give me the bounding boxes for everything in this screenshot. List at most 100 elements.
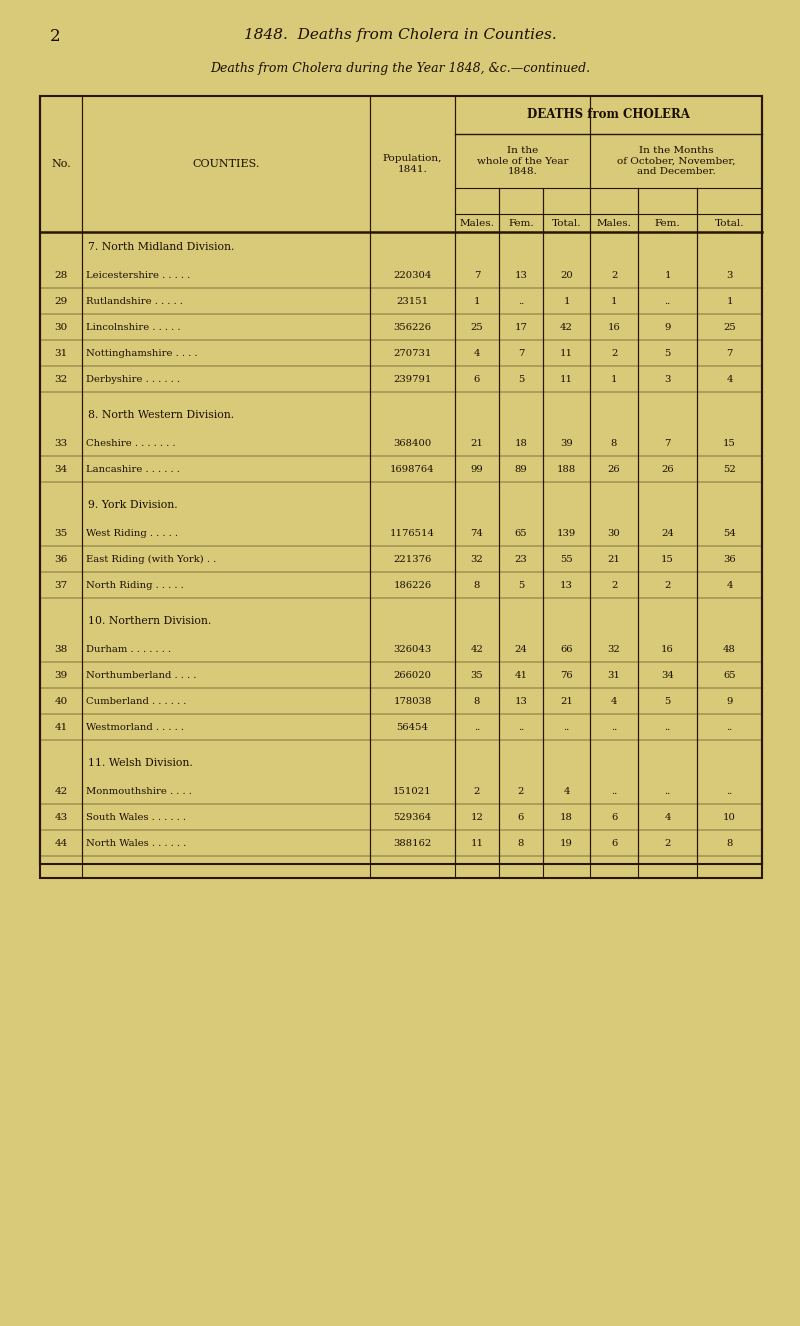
Text: 6: 6	[518, 813, 524, 822]
Text: 24: 24	[661, 529, 674, 537]
Text: 42: 42	[54, 786, 68, 796]
Text: 529364: 529364	[394, 813, 432, 822]
Text: 35: 35	[470, 671, 483, 679]
Text: 11: 11	[560, 374, 573, 383]
Text: 13: 13	[514, 696, 527, 705]
Text: Total.: Total.	[714, 219, 744, 228]
Text: 18: 18	[560, 813, 573, 822]
Text: 41: 41	[54, 723, 68, 732]
Text: Rutlandshire . . . . .: Rutlandshire . . . . .	[86, 297, 183, 305]
Text: 1: 1	[474, 297, 480, 305]
Text: ..: ..	[664, 723, 670, 732]
Text: 36: 36	[54, 554, 68, 564]
Text: ..: ..	[563, 723, 570, 732]
Text: 2: 2	[474, 786, 480, 796]
Text: 11: 11	[470, 838, 483, 847]
Text: 8: 8	[474, 696, 480, 705]
Text: 4: 4	[474, 349, 480, 358]
Text: 220304: 220304	[394, 271, 432, 280]
Text: 139: 139	[557, 529, 576, 537]
Text: 1: 1	[610, 297, 618, 305]
Text: ..: ..	[664, 786, 670, 796]
Text: 30: 30	[54, 322, 68, 332]
Text: Cumberland . . . . . .: Cumberland . . . . . .	[86, 696, 186, 705]
Text: 1848.  Deaths from Cholera in Counties.: 1848. Deaths from Cholera in Counties.	[244, 28, 556, 42]
Text: 17: 17	[514, 322, 527, 332]
Text: 42: 42	[560, 322, 573, 332]
Text: ..: ..	[611, 723, 617, 732]
Text: 36: 36	[723, 554, 736, 564]
Text: 48: 48	[723, 644, 736, 654]
Text: Nottinghamshire . . . .: Nottinghamshire . . . .	[86, 349, 198, 358]
Text: 12: 12	[470, 813, 483, 822]
Text: 4: 4	[726, 581, 733, 590]
Text: 3: 3	[664, 374, 670, 383]
Text: 23151: 23151	[397, 297, 429, 305]
Text: 1: 1	[563, 297, 570, 305]
Text: 6: 6	[474, 374, 480, 383]
Text: 326043: 326043	[394, 644, 432, 654]
Text: 178038: 178038	[394, 696, 432, 705]
Text: Fem.: Fem.	[654, 219, 680, 228]
Text: 5: 5	[518, 374, 524, 383]
Text: 32: 32	[608, 644, 620, 654]
Text: Population,
1841.: Population, 1841.	[383, 154, 442, 174]
Text: 388162: 388162	[394, 838, 432, 847]
Text: 186226: 186226	[394, 581, 431, 590]
Text: 15: 15	[723, 439, 736, 447]
Text: ..: ..	[726, 723, 733, 732]
Text: 8. North Western Division.: 8. North Western Division.	[88, 410, 234, 420]
Text: 39: 39	[54, 671, 68, 679]
Text: 41: 41	[514, 671, 527, 679]
Text: 25: 25	[470, 322, 483, 332]
Text: 40: 40	[54, 696, 68, 705]
Text: 11: 11	[560, 349, 573, 358]
Text: ..: ..	[611, 786, 617, 796]
Text: 35: 35	[54, 529, 68, 537]
Text: 1: 1	[664, 271, 670, 280]
Text: ..: ..	[664, 297, 670, 305]
Text: 9: 9	[664, 322, 670, 332]
Text: West Riding . . . . .: West Riding . . . . .	[86, 529, 178, 537]
Text: 6: 6	[611, 813, 617, 822]
Text: 32: 32	[470, 554, 483, 564]
Text: 1: 1	[610, 374, 618, 383]
Text: 30: 30	[608, 529, 620, 537]
Text: 4: 4	[610, 696, 618, 705]
Text: 356226: 356226	[394, 322, 431, 332]
Text: 25: 25	[723, 322, 736, 332]
Text: 8: 8	[474, 581, 480, 590]
Text: 266020: 266020	[394, 671, 431, 679]
Text: Derbyshire . . . . . .: Derbyshire . . . . . .	[86, 374, 180, 383]
Text: 65: 65	[514, 529, 527, 537]
Text: 7: 7	[726, 349, 733, 358]
Text: 55: 55	[560, 554, 573, 564]
Text: 13: 13	[560, 581, 573, 590]
Text: 4: 4	[726, 374, 733, 383]
Text: 1176514: 1176514	[390, 529, 435, 537]
Text: In the
whole of the Year
1848.: In the whole of the Year 1848.	[477, 146, 568, 176]
Text: 18: 18	[514, 439, 527, 447]
Text: 44: 44	[54, 838, 68, 847]
Text: 2: 2	[50, 28, 61, 45]
Text: 23: 23	[514, 554, 527, 564]
Text: 4: 4	[664, 813, 670, 822]
Text: 7: 7	[518, 349, 524, 358]
Text: 26: 26	[608, 464, 620, 473]
Text: 2: 2	[611, 581, 617, 590]
Text: 52: 52	[723, 464, 736, 473]
Text: 2: 2	[664, 838, 670, 847]
Text: 9. York Division.: 9. York Division.	[88, 500, 178, 511]
Text: 4: 4	[563, 786, 570, 796]
Text: 39: 39	[560, 439, 573, 447]
Text: 151021: 151021	[393, 786, 432, 796]
Text: 5: 5	[518, 581, 524, 590]
Text: 8: 8	[726, 838, 733, 847]
Text: 7: 7	[474, 271, 480, 280]
Text: ..: ..	[726, 786, 733, 796]
Text: 6: 6	[611, 838, 617, 847]
Text: 28: 28	[54, 271, 68, 280]
Text: 21: 21	[470, 439, 483, 447]
Text: 2: 2	[611, 349, 617, 358]
Text: 37: 37	[54, 581, 68, 590]
